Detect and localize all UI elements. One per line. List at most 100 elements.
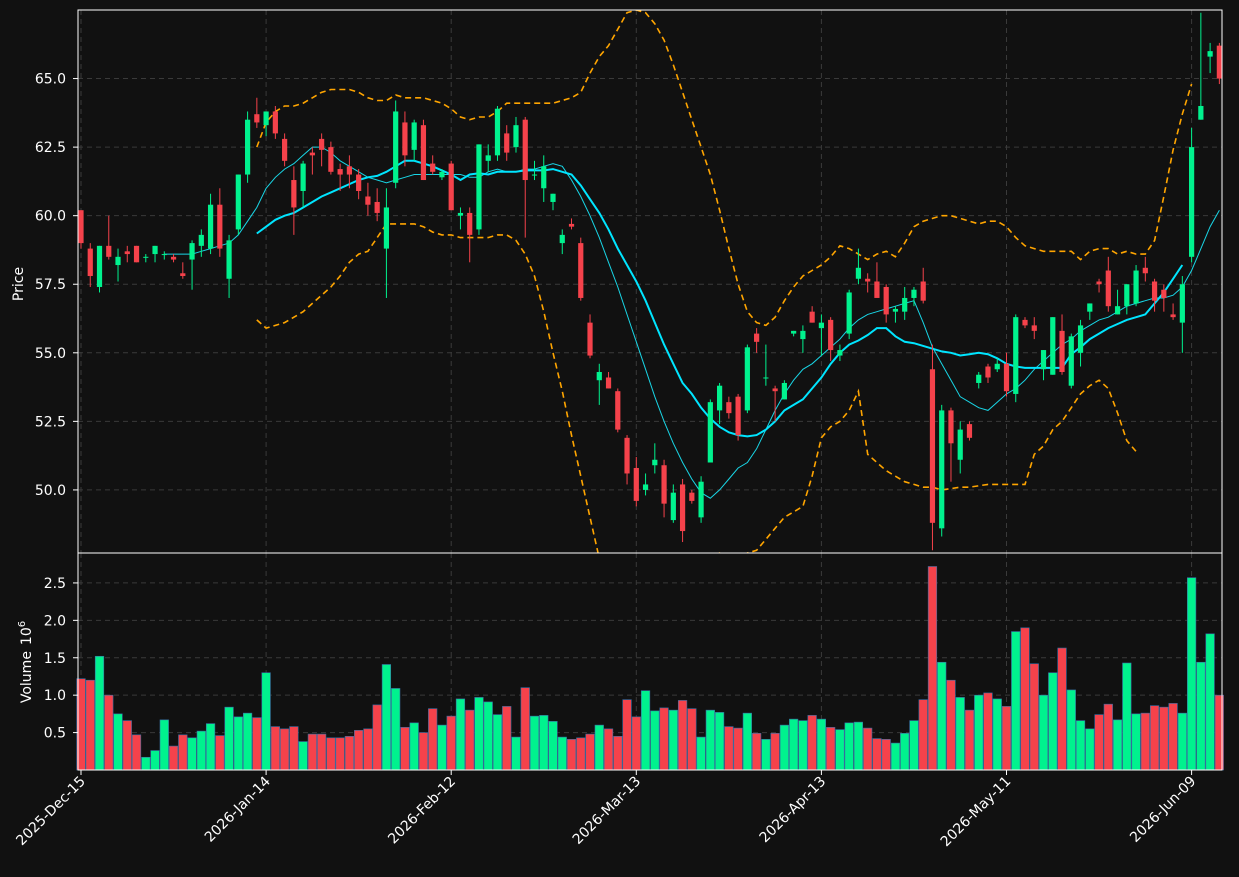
candle-body — [133, 245, 140, 263]
volume-bar — [270, 726, 280, 771]
candle-body — [874, 281, 880, 298]
candle-body — [494, 108, 501, 156]
volume-bar — [1159, 706, 1169, 771]
volume-bar — [1140, 712, 1150, 771]
volume-bar — [1085, 728, 1095, 771]
candle-body — [957, 429, 963, 460]
volume-bar — [492, 714, 503, 771]
volume-bar — [742, 712, 752, 771]
volume-bar — [770, 733, 780, 771]
volume-bar — [233, 716, 243, 771]
price-axis-label: Price — [11, 267, 27, 301]
volume-bar — [1112, 719, 1123, 771]
candle-body — [263, 111, 269, 126]
volume-bar — [159, 719, 169, 771]
candle-body — [828, 319, 834, 351]
volume-bar — [687, 708, 697, 771]
volume-bar — [529, 715, 540, 771]
volume-bar — [418, 732, 429, 771]
volume-bar — [835, 729, 845, 771]
candle-body — [411, 122, 417, 150]
volume-y-ticks: 0.5 1.0 1.5 2.0 2.5 — [44, 576, 78, 742]
volume-bar — [502, 706, 512, 771]
volume-bar — [224, 706, 234, 771]
candle-body — [448, 163, 454, 211]
candle-body — [328, 147, 334, 172]
candle-body — [96, 245, 103, 287]
candle-body — [578, 243, 584, 298]
candle-body — [1022, 319, 1028, 326]
candle-body — [587, 322, 593, 356]
candle-body — [615, 391, 621, 430]
candle-body — [911, 289, 917, 298]
volume-bar — [539, 715, 549, 771]
candle-body — [1077, 325, 1084, 353]
candle-body — [754, 333, 760, 342]
candle-body — [1096, 281, 1102, 285]
candle-body — [892, 308, 899, 312]
volume-bar — [474, 697, 484, 771]
volume-bar — [909, 720, 919, 771]
volume-bar — [594, 724, 604, 771]
candle-body — [420, 125, 427, 181]
volume-bar — [927, 566, 938, 771]
volume-bar — [409, 722, 419, 771]
candle-body — [846, 292, 852, 334]
candle-body — [457, 212, 464, 216]
candle-body — [1216, 45, 1222, 79]
bollinger-bands — [256, 10, 1193, 553]
candle-body — [226, 240, 232, 279]
candle-body — [559, 234, 565, 244]
volume-bar — [918, 699, 928, 771]
volume-bar — [326, 737, 336, 771]
candle-body — [568, 223, 575, 227]
price-tick-label: 65.0 — [35, 72, 66, 88]
candle-body — [726, 402, 732, 414]
volume-bar — [307, 733, 317, 771]
candle-body — [800, 330, 806, 340]
volume-bar — [252, 717, 262, 771]
candle-body — [254, 114, 260, 123]
candle-body — [337, 169, 343, 175]
volume-bar — [141, 756, 151, 771]
volume-bar — [631, 716, 641, 771]
volume-bar — [1038, 694, 1049, 771]
candle-body — [689, 492, 695, 501]
volume-bar — [677, 700, 688, 771]
volume-axis-label: Volume 106 — [17, 621, 35, 703]
candle-body — [1207, 51, 1213, 57]
upper-band-line — [256, 10, 1193, 327]
volume-bar — [335, 737, 345, 771]
volume-bar — [446, 715, 456, 771]
volume-bar — [1020, 627, 1030, 771]
candle-body — [291, 180, 297, 208]
volume-bar — [354, 730, 364, 771]
candle-body — [393, 111, 399, 183]
candle-body — [1040, 350, 1047, 370]
candle-body — [855, 267, 862, 279]
candle-body — [235, 174, 241, 230]
volume-bar — [289, 726, 299, 771]
candle-body — [1068, 336, 1074, 386]
volume-bar — [511, 736, 521, 771]
candle-body — [170, 256, 177, 260]
volume-bar — [372, 704, 382, 771]
candle-body — [522, 119, 528, 181]
candle-body — [1059, 330, 1065, 372]
volume-bar — [150, 750, 160, 771]
candle-body — [735, 396, 741, 436]
candle-body — [356, 174, 362, 191]
price-tick-label: 60.0 — [35, 209, 66, 225]
candle-body — [87, 248, 93, 277]
candle-body — [513, 125, 519, 148]
volume-bar — [668, 709, 678, 771]
volume-bar — [215, 735, 225, 771]
candle-body — [707, 402, 713, 463]
candle-body — [1050, 317, 1056, 375]
candle-body — [670, 492, 676, 521]
candle-body — [217, 204, 223, 249]
candle-body — [531, 174, 538, 176]
volume-bar — [576, 737, 586, 771]
volume-bar — [1149, 705, 1160, 771]
volume-bars — [76, 566, 1224, 771]
